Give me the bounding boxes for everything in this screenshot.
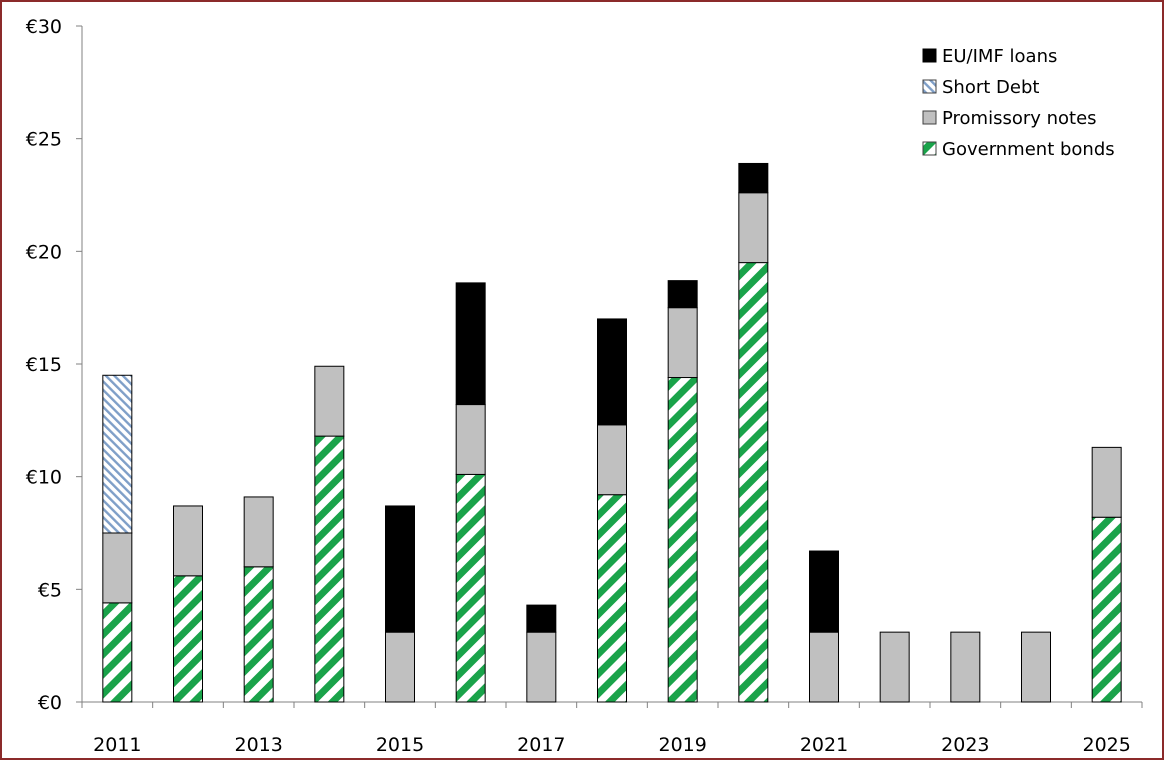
- bar-segment-promissory-notes: [1021, 631, 1051, 703]
- bar-segment-promissory-notes: [385, 631, 415, 703]
- bar-segment-promissory-notes: [173, 505, 203, 577]
- x-tick-label: 2013: [234, 734, 282, 756]
- y-tick-label: €0: [38, 692, 62, 714]
- bar-segment-promissory-notes: [667, 307, 698, 379]
- bar-segment-government-bonds: [102, 602, 133, 703]
- bar-segment-eu-imf-loans: [738, 162, 769, 194]
- bar-segment-promissory-notes: [738, 192, 769, 264]
- bars: [102, 162, 1122, 703]
- y-tick-label: €10: [26, 467, 62, 489]
- legend-swatch: [922, 48, 937, 63]
- legend: EU/IMF loans Short Debt Promissory notes Go…: [922, 46, 1115, 160]
- legend-label: EU/IMF loans: [942, 46, 1057, 67]
- bar-segment-promissory-notes: [950, 631, 981, 703]
- bar-segment-promissory-notes: [455, 404, 486, 475]
- bar-segment-government-bonds: [455, 473, 486, 703]
- bar-segment-government-bonds: [173, 575, 203, 703]
- bar-segment-government-bonds: [597, 494, 627, 703]
- x-tick-label: 2017: [517, 734, 565, 756]
- bar-segment-promissory-notes: [526, 631, 557, 703]
- bar-segment-short-debt: [102, 374, 133, 534]
- bar-segment-promissory-notes: [1091, 446, 1122, 518]
- bar-segment-promissory-notes: [314, 365, 345, 437]
- bar-segment-eu-imf-loans: [385, 505, 415, 633]
- bar-segment-government-bonds: [1091, 516, 1122, 703]
- x-tick-label: 2011: [93, 734, 141, 756]
- y-tick-label: €5: [38, 579, 62, 601]
- bar-segment-eu-imf-loans: [455, 282, 486, 406]
- bar-segment-government-bonds: [667, 377, 698, 703]
- x-tick-label: 2021: [800, 734, 848, 756]
- x-tick-label: 2023: [941, 734, 989, 756]
- bar-segment-government-bonds: [243, 566, 274, 703]
- legend-label: Government bonds: [942, 139, 1115, 160]
- bar-segment-promissory-notes: [809, 631, 839, 703]
- legend-swatch: [922, 141, 937, 156]
- x-tick-label: 2025: [1082, 734, 1130, 756]
- bar-segment-promissory-notes: [879, 631, 910, 703]
- y-tick-label: €25: [26, 129, 62, 151]
- bar-segment-eu-imf-loans: [667, 280, 698, 309]
- tick-labels: €0 €5 €10 €15 €20 €25 €30 2011 2013 2015 2017 2019 2…: [26, 16, 1131, 756]
- y-tick-label: €20: [26, 241, 62, 263]
- bar-segment-eu-imf-loans: [809, 550, 839, 633]
- bar-segment-promissory-notes: [102, 532, 133, 604]
- y-tick-label: €15: [26, 354, 62, 376]
- bar-segment-promissory-notes: [597, 424, 627, 496]
- y-tick-label: €30: [26, 16, 62, 38]
- legend-label: Short Debt: [942, 77, 1039, 98]
- legend-swatch: [922, 79, 937, 94]
- legend-label: Promissory notes: [942, 108, 1097, 129]
- bar-segment-eu-imf-loans: [526, 604, 557, 633]
- bar-segment-eu-imf-loans: [597, 318, 627, 426]
- bar-segment-government-bonds: [314, 435, 345, 703]
- x-tick-label: 2019: [658, 734, 706, 756]
- bar-segment-promissory-notes: [243, 496, 274, 568]
- legend-swatch: [922, 110, 937, 125]
- x-tick-label: 2015: [376, 734, 424, 756]
- bar-segment-government-bonds: [738, 262, 769, 703]
